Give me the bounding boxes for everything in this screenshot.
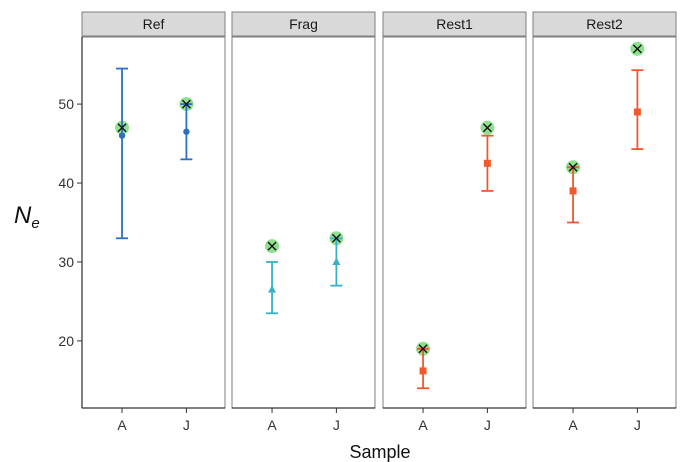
y-tick-label-20: 20 bbox=[58, 333, 74, 349]
point-frag-a bbox=[268, 285, 277, 293]
panel-strip-ref bbox=[81, 11, 226, 37]
panel-frame-rest1 bbox=[382, 36, 527, 409]
panel-frame-rest2 bbox=[532, 36, 677, 409]
x-tick-label-ref-a: A bbox=[117, 417, 127, 433]
x-tick-label-frag-a: A bbox=[267, 417, 277, 433]
reference-cross-b-frag-j bbox=[331, 233, 341, 243]
point-ref-a bbox=[118, 132, 126, 139]
reference-cross-b-rest1-j bbox=[482, 123, 492, 133]
y-axis-title-main: N bbox=[14, 202, 32, 229]
panel-frame-ref bbox=[81, 36, 226, 409]
y-axis: 20 30 40 50 bbox=[58, 37, 83, 408]
panel-strip-label-ref: Ref bbox=[143, 16, 165, 32]
point-rest1-a bbox=[419, 367, 427, 375]
panel-strip-label-frag: Frag bbox=[289, 16, 318, 32]
x-tick-label-rest2-a: A bbox=[568, 417, 578, 433]
x-tick-label-ref-j: J bbox=[183, 417, 190, 433]
panel-frame-frag bbox=[231, 36, 376, 409]
panel-strip-label-rest1: Rest1 bbox=[436, 16, 473, 32]
x-tick-label-rest2-j: J bbox=[634, 417, 641, 433]
reference-cross-b-rest2-j bbox=[632, 44, 642, 54]
panel-strip-rest2 bbox=[532, 11, 677, 37]
point-rest1-j bbox=[483, 159, 491, 167]
x-axis-title: Sample bbox=[349, 442, 410, 462]
y-tick-label-30: 30 bbox=[58, 254, 74, 270]
point-ref-j bbox=[183, 128, 190, 135]
reference-cross-b-frag-a bbox=[267, 241, 277, 251]
reference-cross-b-rest2-a bbox=[568, 162, 578, 172]
panel-rest1: Rest1 A J bbox=[382, 11, 527, 433]
panels: Ref A J Frag A J Rest1 A J Rest2 A J bbox=[81, 11, 677, 433]
point-frag-j bbox=[332, 257, 341, 265]
reference-cross-b-rest1-a bbox=[418, 344, 428, 354]
panel-strip-rest1 bbox=[382, 11, 527, 37]
y-tick-label-40: 40 bbox=[58, 175, 74, 191]
reference-cross-b-ref-j bbox=[181, 99, 191, 109]
x-tick-label-frag-j: J bbox=[333, 417, 340, 433]
y-tick-label-50: 50 bbox=[58, 96, 74, 112]
reference-cross-b-ref-a bbox=[117, 123, 127, 133]
x-tick-label-rest1-a: A bbox=[418, 417, 428, 433]
y-axis-title-subscript: e bbox=[31, 215, 39, 232]
point-rest2-j bbox=[633, 108, 641, 116]
panel-strip-frag bbox=[231, 11, 376, 37]
x-tick-label-rest1-j: J bbox=[484, 417, 491, 433]
point-rest2-a bbox=[569, 187, 577, 195]
y-axis-title: Ne bbox=[14, 202, 40, 232]
panel-rest2: Rest2 A J bbox=[532, 11, 677, 433]
panel-ref: Ref A J bbox=[81, 11, 226, 433]
panel-frag: Frag A J bbox=[231, 11, 376, 433]
panel-strip-label-rest2: Rest2 bbox=[586, 16, 623, 32]
